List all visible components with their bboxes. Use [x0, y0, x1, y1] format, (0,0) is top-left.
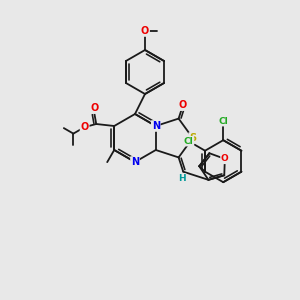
- Text: N: N: [152, 121, 160, 131]
- Text: N: N: [131, 157, 139, 167]
- Text: O: O: [178, 100, 187, 110]
- Text: O: O: [221, 154, 229, 164]
- Text: H: H: [178, 174, 186, 183]
- Text: Cl: Cl: [184, 137, 194, 146]
- Text: O: O: [80, 122, 89, 132]
- Text: O: O: [141, 26, 149, 36]
- Text: S: S: [189, 133, 196, 143]
- Text: O: O: [90, 103, 98, 113]
- Text: Cl: Cl: [218, 117, 228, 126]
